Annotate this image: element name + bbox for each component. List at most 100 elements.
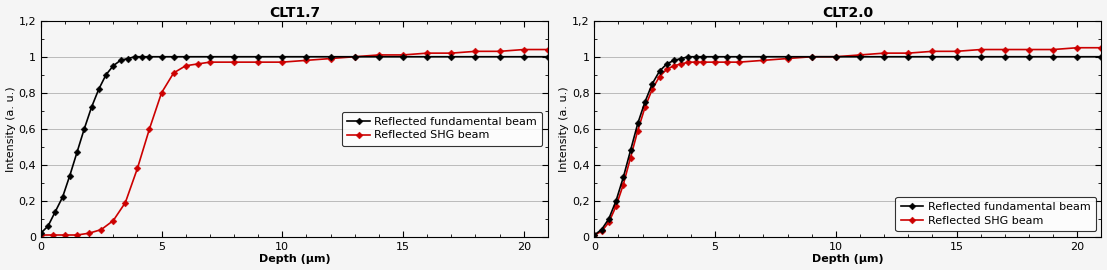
Reflected SHG beam — [631, 129, 644, 132]
Reflected SHG beam — [653, 75, 666, 78]
Line: Reflected fundamental beam: Reflected fundamental beam — [39, 54, 550, 236]
Reflected fundamental beam — [696, 55, 710, 58]
Reflected SHG beam — [1095, 46, 1107, 49]
Reflected SHG beam — [780, 57, 794, 60]
Reflected fundamental beam — [56, 195, 70, 199]
Reflected SHG beam — [192, 62, 205, 66]
Reflected fundamental beam — [445, 55, 458, 58]
Reflected SHG beam — [925, 50, 939, 53]
Reflected SHG beam — [59, 233, 72, 237]
Reflected SHG beam — [682, 60, 695, 64]
Reflected fundamental beam — [517, 55, 530, 58]
Reflected fundamental beam — [682, 55, 695, 58]
Reflected SHG beam — [348, 55, 361, 58]
Title: CLT2.0: CLT2.0 — [823, 6, 873, 19]
Reflected fundamental beam — [128, 55, 142, 58]
Reflected fundamental beam — [1070, 55, 1084, 58]
Reflected fundamental beam — [639, 100, 652, 103]
Reflected SHG beam — [660, 68, 673, 71]
Reflected fundamental beam — [780, 55, 794, 58]
Reflected SHG beam — [421, 52, 434, 55]
Reflected SHG beam — [71, 233, 84, 237]
Reflected SHG beam — [106, 219, 120, 222]
Reflected fundamental beam — [179, 55, 193, 58]
Reflected fundamental beam — [92, 87, 105, 91]
Reflected fundamental beam — [251, 55, 265, 58]
Reflected SHG beam — [639, 106, 652, 109]
Reflected SHG beam — [46, 233, 60, 237]
Reflected SHG beam — [757, 59, 770, 62]
Reflected fundamental beam — [324, 55, 338, 58]
Reflected SHG beam — [167, 71, 180, 75]
Reflected fundamental beam — [300, 55, 313, 58]
Reflected fundamental beam — [925, 55, 939, 58]
Reflected SHG beam — [227, 60, 240, 64]
Reflected fundamental beam — [106, 64, 120, 67]
Reflected fundamental beam — [645, 82, 659, 85]
Reflected SHG beam — [493, 50, 506, 53]
Reflected SHG beam — [179, 64, 193, 67]
Reflected fundamental beam — [631, 122, 644, 125]
Reflected SHG beam — [878, 52, 891, 55]
Reflected SHG beam — [445, 52, 458, 55]
Reflected SHG beam — [624, 156, 638, 159]
Reflected SHG beam — [34, 233, 48, 237]
Reflected SHG beam — [372, 53, 385, 56]
Reflected fundamental beam — [588, 233, 601, 237]
Reflected fundamental beam — [100, 73, 113, 76]
Reflected fundamental beam — [602, 217, 615, 220]
Reflected fundamental beam — [733, 55, 746, 58]
Reflected SHG beam — [276, 60, 289, 64]
Reflected SHG beam — [541, 48, 555, 51]
Reflected fundamental beam — [974, 55, 987, 58]
Reflected fundamental beam — [541, 55, 555, 58]
Y-axis label: Intensity (a. u.): Intensity (a. u.) — [6, 86, 15, 171]
Y-axis label: Intensity (a. u.): Intensity (a. u.) — [559, 86, 569, 171]
Line: Reflected SHG beam: Reflected SHG beam — [592, 45, 1104, 237]
Reflected fundamental beam — [204, 55, 217, 58]
Title: CLT1.7: CLT1.7 — [269, 6, 320, 19]
Reflected fundamental beam — [396, 55, 410, 58]
Reflected fundamental beam — [227, 55, 240, 58]
Reflected fundamental beam — [85, 106, 99, 109]
Reflected SHG beam — [950, 50, 963, 53]
Reflected SHG beam — [696, 60, 710, 64]
Reflected fundamental beam — [348, 55, 361, 58]
Reflected SHG beam — [974, 48, 987, 51]
Reflected SHG beam — [594, 230, 608, 233]
Reflected fundamental beam — [674, 57, 687, 60]
Reflected fundamental beam — [34, 232, 48, 235]
Reflected fundamental beam — [49, 210, 62, 213]
Reflected SHG beam — [155, 91, 168, 94]
X-axis label: Depth (μm): Depth (μm) — [813, 254, 883, 264]
Reflected fundamental beam — [71, 151, 84, 154]
X-axis label: Depth (μm): Depth (μm) — [259, 254, 330, 264]
Reflected SHG beam — [1023, 48, 1036, 51]
Reflected SHG beam — [396, 53, 410, 56]
Reflected fundamental beam — [63, 174, 76, 177]
Reflected fundamental beam — [1095, 55, 1107, 58]
Reflected fundamental beam — [610, 199, 623, 202]
Reflected SHG beam — [853, 53, 867, 56]
Reflected fundamental beam — [1023, 55, 1036, 58]
Reflected fundamental beam — [143, 55, 156, 58]
Reflected fundamental beam — [721, 55, 734, 58]
Reflected fundamental beam — [853, 55, 867, 58]
Reflected fundamental beam — [167, 55, 180, 58]
Reflected fundamental beam — [653, 69, 666, 73]
Reflected fundamental beam — [950, 55, 963, 58]
Reflected fundamental beam — [77, 127, 91, 130]
Reflected SHG beam — [469, 50, 483, 53]
Reflected fundamental beam — [469, 55, 483, 58]
Reflected fundamental beam — [135, 55, 148, 58]
Reflected fundamental beam — [41, 224, 54, 228]
Legend: Reflected fundamental beam, Reflected SHG beam: Reflected fundamental beam, Reflected SH… — [342, 112, 542, 146]
Reflected fundamental beam — [999, 55, 1012, 58]
Reflected SHG beam — [300, 59, 313, 62]
Reflected SHG beam — [610, 205, 623, 208]
Reflected fundamental beam — [121, 57, 134, 60]
Reflected fundamental beam — [878, 55, 891, 58]
Reflected SHG beam — [999, 48, 1012, 51]
Reflected fundamental beam — [624, 149, 638, 152]
Reflected fundamental beam — [901, 55, 914, 58]
